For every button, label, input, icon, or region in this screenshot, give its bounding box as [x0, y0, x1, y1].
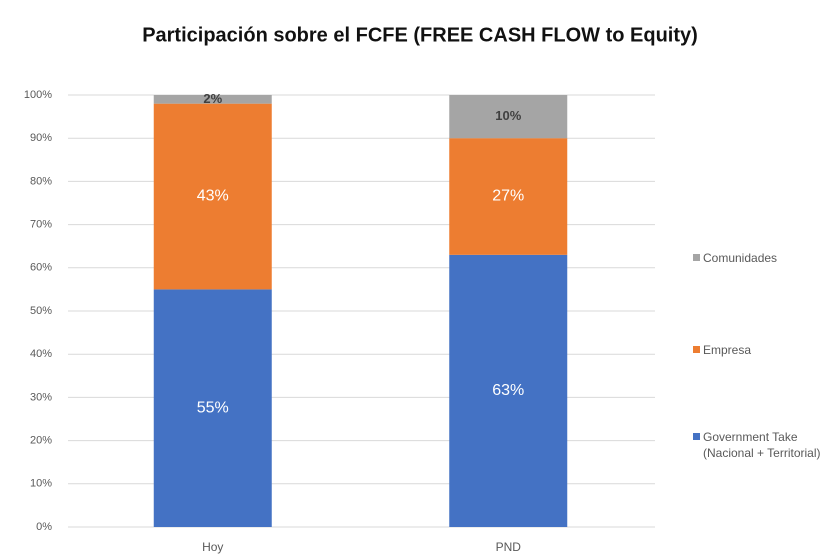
- legend-label: Comunidades: [703, 251, 778, 265]
- y-tick-label: 60%: [30, 262, 52, 274]
- legend-swatch: [693, 433, 700, 440]
- legend-swatch: [693, 254, 700, 261]
- legend-item: Empresa: [693, 342, 833, 358]
- y-tick-label: 20%: [30, 435, 52, 447]
- data-label: 55%: [197, 399, 229, 416]
- legend-item: Government Take (Nacional + Territorial): [693, 429, 833, 461]
- y-tick-label: 40%: [30, 348, 52, 360]
- y-tick-label: 30%: [30, 391, 52, 403]
- data-label: 43%: [197, 188, 229, 205]
- legend-label: Empresa: [703, 343, 752, 357]
- y-tick-label: 0%: [36, 521, 52, 533]
- chart-title: Participación sobre el FCFE (FREE CASH F…: [142, 24, 698, 46]
- data-label: 27%: [492, 188, 524, 205]
- bar-segment: [449, 138, 568, 255]
- data-label: 2%: [203, 91, 222, 106]
- data-label: 63%: [492, 382, 524, 399]
- data-label: 10%: [495, 108, 521, 123]
- legend-item: Comunidades: [693, 250, 833, 266]
- x-tick-label: Hoy: [202, 540, 223, 554]
- legend-label: Government Take (Nacional + Territorial): [703, 430, 821, 460]
- y-tick-label: 90%: [30, 132, 52, 144]
- y-tick-label: 10%: [30, 478, 52, 490]
- y-tick-label: 100%: [24, 89, 52, 101]
- y-tick-label: 80%: [30, 175, 52, 187]
- bar-segment: [153, 95, 272, 104]
- legend-swatch: [693, 346, 700, 353]
- bar-segment: [153, 103, 272, 290]
- y-tick-label: 70%: [30, 219, 52, 231]
- y-tick-label: 50%: [30, 305, 52, 317]
- bar-segment: [449, 254, 568, 527]
- bar-segment: [449, 95, 568, 139]
- bar-segment: [153, 289, 272, 527]
- x-tick-label: PND: [496, 540, 522, 554]
